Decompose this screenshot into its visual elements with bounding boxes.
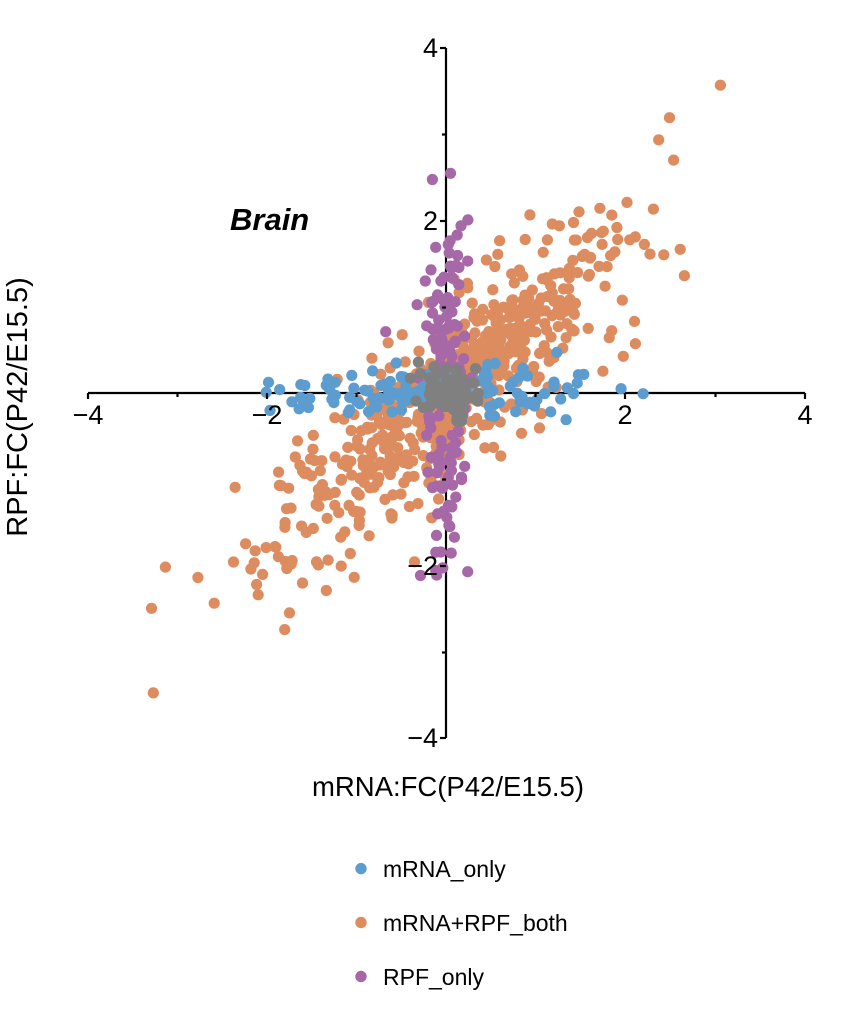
svg-text:mRNA_only: mRNA_only <box>383 856 506 882</box>
svg-text:mRNA:FC(P42/E15.5): mRNA:FC(P42/E15.5) <box>312 771 584 802</box>
svg-text:−2: −2 <box>252 400 283 430</box>
svg-text:RPF:FC(P42/E15.5): RPF:FC(P42/E15.5) <box>2 277 34 536</box>
svg-text:2: 2 <box>617 400 632 430</box>
svg-text:−4: −4 <box>407 723 438 753</box>
svg-text:−2: −2 <box>407 551 438 581</box>
svg-text:4: 4 <box>423 33 438 63</box>
svg-text:−4: −4 <box>73 400 104 430</box>
svg-text:Brain: Brain <box>230 202 309 237</box>
svg-text:mRNA+RPF_both: mRNA+RPF_both <box>383 910 568 936</box>
svg-text:2: 2 <box>423 206 438 236</box>
svg-text:4: 4 <box>797 400 812 430</box>
svg-text:RPF_only: RPF_only <box>383 964 484 990</box>
